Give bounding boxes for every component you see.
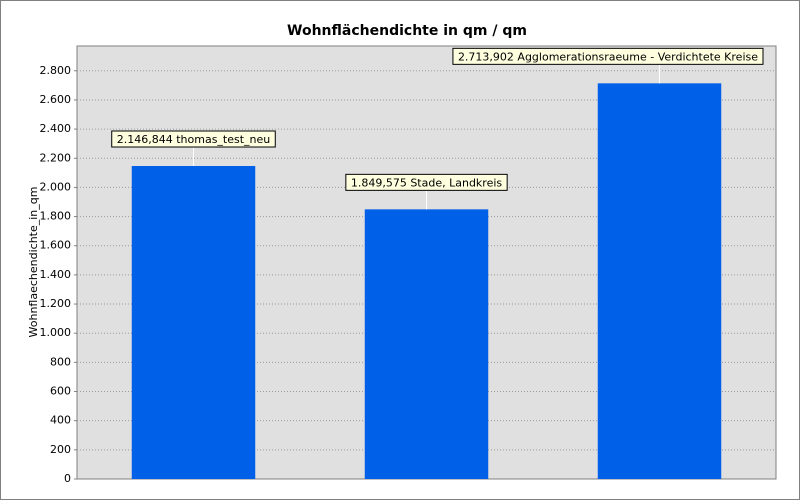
y-tick-label: 1.600 (40, 239, 72, 252)
bar (364, 209, 489, 480)
callout: 2.146,844 thomas_test_neu (111, 130, 276, 148)
y-tick-label: 1.200 (40, 297, 72, 310)
y-tick-label: 600 (50, 385, 71, 398)
y-tick-label: 0 (64, 472, 71, 485)
y-tick-label: 2.200 (40, 151, 72, 164)
y-tick-label: 2.600 (40, 93, 72, 106)
bar (597, 83, 722, 479)
value-label: 2.713,902 (458, 50, 514, 63)
callout-box (111, 130, 276, 148)
value-label: 1.849,575 (351, 176, 407, 189)
y-tick-label: 2.800 (40, 64, 72, 77)
callout: 2.713,902 Agglomerationsraeume - Verdich… (452, 47, 764, 65)
data-label: 1.849,575 Stade, Landkreis (351, 176, 503, 189)
data-label: 2.713,902 Agglomerationsraeume - Verdich… (458, 50, 758, 63)
y-tick-label: 2.400 (40, 122, 72, 135)
category-label: thomas_test_neu (176, 133, 270, 146)
category-label: Agglomerationsraeume - Verdichtete Kreis… (517, 50, 758, 63)
callout: 1.849,575 Stade, Landkreis (345, 173, 508, 191)
category-label: Stade, Landkreis (410, 176, 502, 189)
data-label: 2.146,844 thomas_test_neu (117, 133, 271, 146)
y-tick-label: 1.400 (40, 268, 72, 281)
y-tick-label: 400 (50, 414, 71, 427)
callout-box (452, 47, 764, 65)
bar (131, 166, 256, 479)
y-axis-label: Wohnflaechendichte_in_qm (27, 187, 40, 338)
value-label: 2.146,844 (117, 133, 173, 146)
chart-title: Wohnflächendichte in qm / qm (287, 23, 527, 39)
y-tick-label: 2.000 (40, 180, 72, 193)
callout-box (345, 173, 508, 191)
y-tick-label: 200 (50, 443, 71, 456)
y-tick-label: 1.800 (40, 210, 72, 223)
y-tick-label: 1.000 (40, 326, 72, 339)
y-tick-label: 800 (50, 355, 71, 368)
